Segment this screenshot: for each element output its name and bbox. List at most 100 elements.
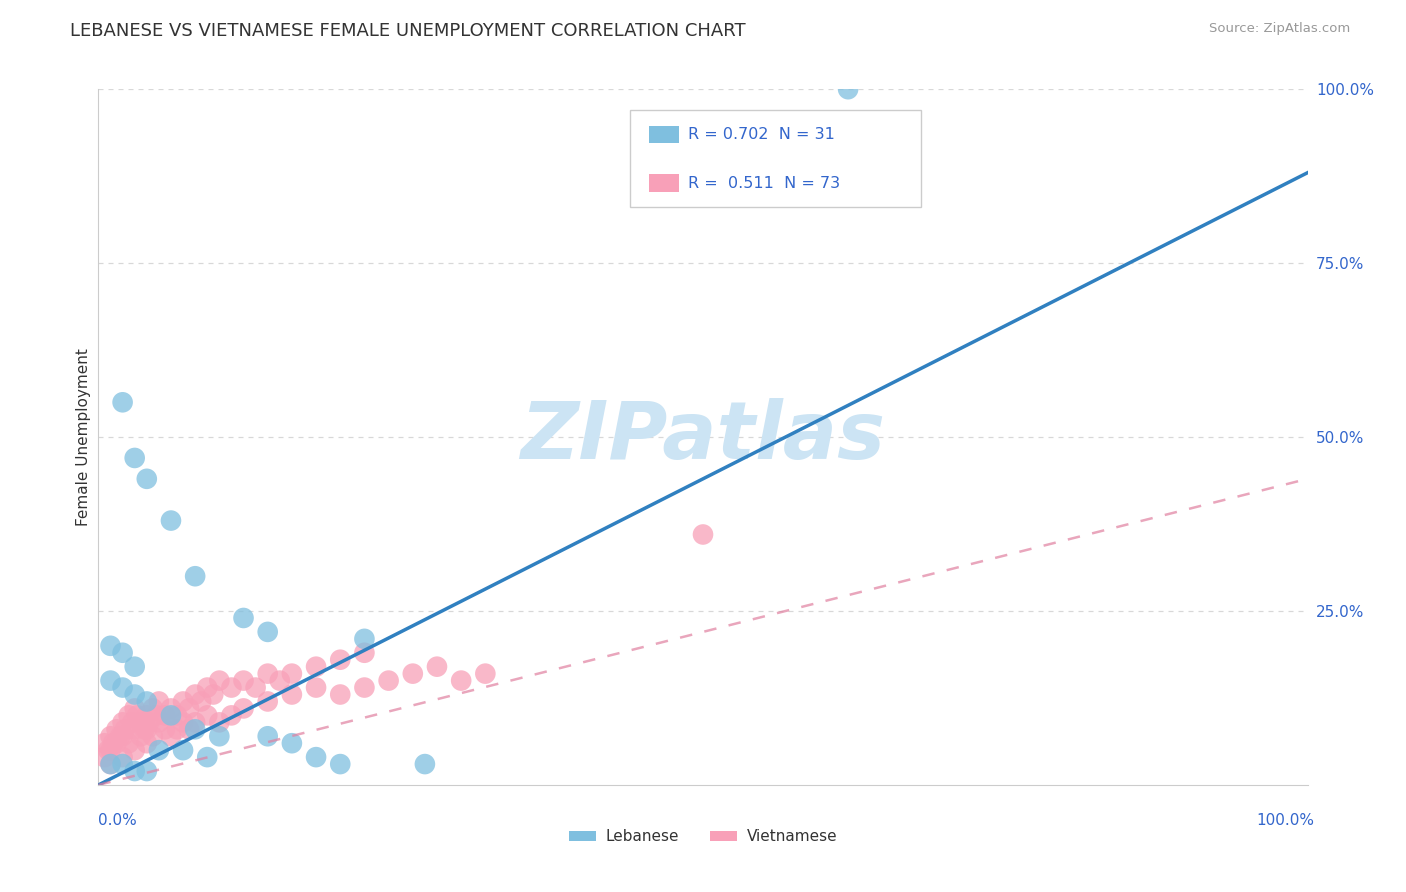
Point	[837, 82, 859, 96]
Point	[134, 723, 156, 737]
Point	[232, 673, 254, 688]
Bar	[648, 175, 679, 192]
Point	[135, 723, 157, 737]
Point	[166, 708, 188, 723]
Point	[101, 736, 124, 750]
Point	[232, 701, 254, 715]
Point	[124, 701, 146, 715]
Point	[208, 715, 231, 730]
Point	[426, 659, 449, 673]
Text: LEBANESE VS VIETNAMESE FEMALE UNEMPLOYMENT CORRELATION CHART: LEBANESE VS VIETNAMESE FEMALE UNEMPLOYME…	[70, 22, 747, 40]
Point	[135, 472, 157, 486]
Point	[402, 666, 425, 681]
Point	[135, 764, 157, 778]
Point	[353, 646, 375, 660]
Point	[305, 750, 328, 764]
Point	[111, 750, 134, 764]
Point	[245, 681, 267, 695]
Point	[111, 395, 134, 409]
Point	[100, 757, 122, 772]
Point	[329, 757, 352, 772]
Point	[256, 729, 278, 743]
Point	[111, 757, 134, 772]
Point	[184, 715, 207, 730]
Point	[135, 708, 157, 723]
Point	[121, 715, 143, 730]
Point	[256, 694, 278, 708]
Point	[256, 624, 278, 639]
Text: 100.0%: 100.0%	[1257, 814, 1315, 828]
Point	[145, 708, 167, 723]
Point	[202, 688, 225, 702]
Point	[142, 729, 165, 743]
Point	[221, 708, 243, 723]
Point	[142, 701, 165, 715]
Point	[153, 723, 176, 737]
Point	[474, 666, 496, 681]
Point	[111, 681, 134, 695]
Point	[184, 723, 207, 737]
Point	[97, 743, 120, 757]
Point	[305, 681, 328, 695]
Point	[124, 743, 146, 757]
Point	[256, 666, 278, 681]
Point	[195, 681, 218, 695]
Point	[179, 701, 201, 715]
Point	[118, 708, 141, 723]
Point	[179, 723, 201, 737]
Point	[100, 757, 122, 772]
Text: 0.0%: 0.0%	[98, 814, 138, 828]
Point	[281, 736, 304, 750]
Point	[93, 750, 115, 764]
Point	[148, 743, 170, 757]
Point	[93, 736, 115, 750]
Point	[172, 743, 194, 757]
Point	[353, 681, 375, 695]
Point	[172, 715, 194, 730]
Point	[135, 694, 157, 708]
Point	[208, 729, 231, 743]
Point	[111, 715, 134, 730]
Point	[148, 715, 170, 730]
Point	[172, 694, 194, 708]
Text: R =  0.511  N = 73: R = 0.511 N = 73	[689, 176, 841, 191]
Point	[160, 708, 183, 723]
Point	[100, 743, 122, 757]
Point	[160, 514, 183, 528]
Point	[111, 729, 134, 743]
Point	[692, 527, 714, 541]
Point	[124, 659, 146, 673]
Point	[195, 750, 218, 764]
Point	[124, 688, 146, 702]
Point	[450, 673, 472, 688]
Legend: Lebanese, Vietnamese: Lebanese, Vietnamese	[562, 823, 844, 850]
Point	[124, 450, 146, 465]
Point	[114, 723, 136, 737]
Point	[100, 639, 122, 653]
Point	[221, 681, 243, 695]
Point	[208, 673, 231, 688]
Point	[281, 688, 304, 702]
FancyBboxPatch shape	[630, 110, 921, 208]
Point	[160, 729, 183, 743]
Point	[413, 757, 436, 772]
Text: ZIPatlas: ZIPatlas	[520, 398, 886, 476]
Text: R = 0.702  N = 31: R = 0.702 N = 31	[689, 127, 835, 142]
Point	[135, 736, 157, 750]
Point	[148, 694, 170, 708]
Point	[129, 729, 152, 743]
Point	[305, 659, 328, 673]
Point	[153, 708, 176, 723]
Point	[281, 666, 304, 681]
Bar	[648, 126, 679, 143]
Point	[138, 715, 160, 730]
Point	[127, 708, 149, 723]
Y-axis label: Female Unemployment: Female Unemployment	[76, 348, 91, 526]
Point	[377, 673, 399, 688]
Point	[166, 723, 188, 737]
Point	[100, 729, 122, 743]
Point	[353, 632, 375, 646]
Point	[105, 736, 128, 750]
Point	[124, 723, 146, 737]
Point	[105, 723, 128, 737]
